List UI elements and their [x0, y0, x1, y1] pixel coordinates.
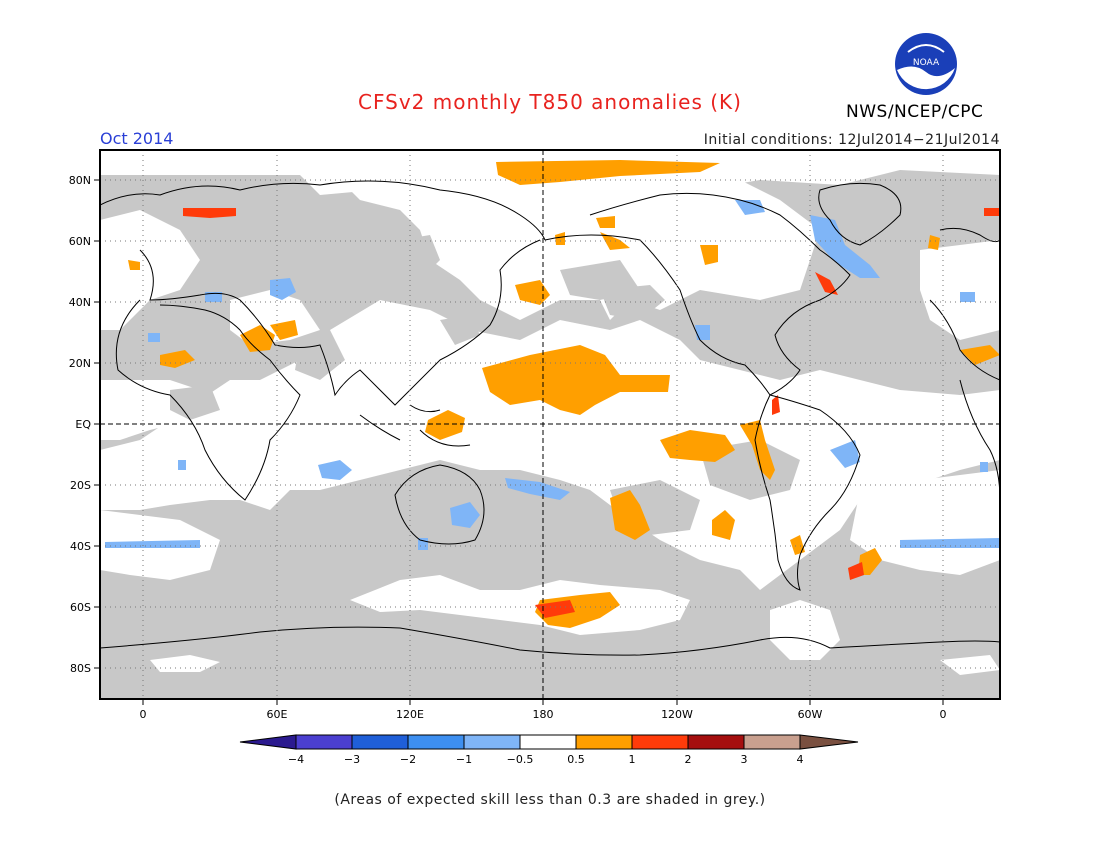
- chart-title: CFSv2 monthly T850 anomalies (K): [358, 90, 742, 114]
- colorbar-swatch: [463, 734, 521, 750]
- lon-label: 60W: [798, 708, 823, 721]
- logo-text: NOAA: [913, 58, 940, 68]
- colorbar-label: −4: [288, 753, 304, 766]
- colorbar-swatch: [687, 734, 745, 750]
- colorbar-swatch: [351, 734, 409, 750]
- colorbar-label: −1: [456, 753, 472, 766]
- colorbar-right-arrow: [799, 734, 859, 750]
- forecast-month: Oct 2014: [100, 129, 174, 148]
- cool-anomalies: [105, 200, 1000, 550]
- lon-label: 60E: [267, 708, 288, 721]
- colorbar-swatch: [631, 734, 689, 750]
- lat-label: 20N: [69, 357, 91, 370]
- lat-label: 60N: [69, 235, 91, 248]
- grid-lines: [100, 150, 1000, 699]
- colorbar-swatch: [519, 734, 577, 750]
- colorbar-label: −2: [400, 753, 416, 766]
- reference-lines: [100, 150, 1000, 699]
- colorbar-label: −0.5: [507, 753, 534, 766]
- colorbar-swatch: [407, 734, 465, 750]
- colorbar-label: 1: [629, 753, 636, 766]
- lon-label: 0: [140, 708, 147, 721]
- colorbar: −4 −3 −2 −1 −0.5 0.5 1 2 3 4: [239, 734, 859, 766]
- noaa-logo: NOAA: [894, 32, 958, 96]
- lon-label: 120E: [396, 708, 424, 721]
- colorbar-label: 4: [797, 753, 804, 766]
- colorbar-swatch: [295, 734, 353, 750]
- colorbar-left-arrow: [239, 734, 297, 750]
- lat-label: 40S: [70, 540, 91, 553]
- agency-label: NWS/NCEP/CPC: [846, 102, 984, 122]
- strong-warm-anomalies: [183, 208, 1000, 618]
- initial-conditions: Initial conditions: 12Jul2014−21Jul2014: [703, 132, 1000, 148]
- lat-label: 80N: [69, 174, 91, 187]
- skill-footnote: (Areas of expected skill less than 0.3 a…: [334, 792, 766, 808]
- lon-label: 120W: [661, 708, 693, 721]
- lat-label: 20S: [70, 479, 91, 492]
- colorbar-swatch: [575, 734, 633, 750]
- lat-label: 80S: [70, 662, 91, 675]
- lon-label: 0: [940, 708, 947, 721]
- colorbar-swatch: [743, 734, 801, 750]
- longitude-labels: 0 60E 120E 180 120W 60W 0: [140, 708, 947, 721]
- axis-ticks: [94, 179, 944, 705]
- colorbar-label: 3: [741, 753, 748, 766]
- colorbar-label: −3: [344, 753, 360, 766]
- lat-label: 40N: [69, 296, 91, 309]
- lat-label: EQ: [75, 418, 91, 431]
- lon-label: 180: [533, 708, 554, 721]
- coastlines: [100, 180, 1000, 656]
- latitude-labels: 80N 60N 40N 20N EQ 20S 40S 60S 80S: [69, 174, 92, 675]
- lat-label: 60S: [70, 601, 91, 614]
- colorbar-label: 2: [685, 753, 692, 766]
- colorbar-label: 0.5: [567, 753, 585, 766]
